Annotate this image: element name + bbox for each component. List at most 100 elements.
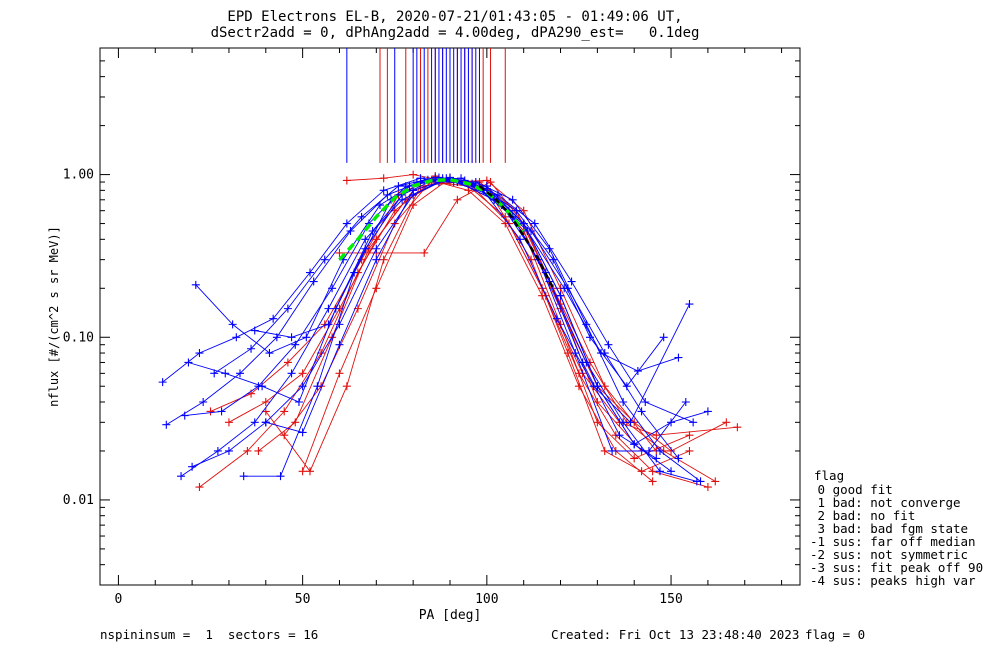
data-point-blue: [692, 477, 701, 486]
data-point-blue: [626, 418, 635, 427]
data-point-red: [453, 195, 462, 204]
data-point-blue: [346, 227, 355, 236]
fit-curve-green: [338, 177, 526, 261]
series-line-blue: [191, 177, 672, 472]
data-point-blue: [195, 349, 204, 358]
data-point-blue: [608, 446, 617, 455]
data-point-blue: [372, 244, 381, 253]
data-point-blue: [294, 397, 303, 406]
data-point-red: [538, 291, 547, 300]
data-point-red: [652, 431, 661, 440]
data-point-blue: [213, 446, 222, 455]
data-point-blue: [578, 358, 587, 367]
data-point-red: [648, 477, 657, 486]
data-point-blue: [656, 446, 664, 455]
data-point-blue: [191, 280, 200, 289]
data-point-blue: [372, 255, 381, 264]
data-point-blue: [199, 397, 208, 406]
data-point-blue: [659, 333, 668, 342]
data-point-blue: [210, 369, 219, 378]
data-point-blue: [667, 418, 676, 427]
data-point-red: [630, 454, 639, 463]
data-point-red: [206, 407, 215, 416]
legend-item: -4 sus: peaks high var: [810, 573, 976, 588]
data-point-blue: [519, 219, 528, 228]
data-point-blue: [604, 340, 613, 349]
data-point-red: [372, 284, 381, 293]
data-point-blue: [516, 235, 524, 244]
data-point-blue: [556, 291, 565, 300]
data-point-red: [261, 397, 270, 406]
series-line-blue: [195, 181, 679, 372]
data-point-red: [291, 418, 300, 427]
x-tick-label: 150: [659, 592, 682, 607]
x-axis-label: PA [deg]: [419, 608, 482, 623]
x-tick-label: 100: [475, 592, 498, 607]
data-point-blue: [361, 235, 370, 244]
footer-nspin: nspininsum = 1 sectors = 16: [100, 627, 319, 642]
data-point-blue: [320, 255, 329, 264]
data-point-red: [600, 382, 609, 391]
data-point-red: [298, 467, 307, 476]
data-point-red: [648, 467, 657, 476]
data-point-blue: [287, 333, 296, 342]
data-point-blue: [287, 369, 296, 378]
data-point-blue: [685, 300, 694, 309]
data-point-blue: [368, 227, 377, 236]
data-point-blue: [376, 201, 384, 210]
data-point-red: [224, 418, 233, 427]
data-point-blue: [357, 212, 366, 221]
data-point-blue: [302, 333, 311, 342]
legend-item: 1 bad: not converge: [810, 495, 961, 510]
data-point-blue: [674, 454, 683, 463]
data-point-red: [379, 255, 388, 264]
data-point-red: [711, 477, 720, 486]
data-point-red: [335, 248, 344, 257]
data-point-blue: [162, 420, 171, 429]
data-point-blue: [177, 472, 186, 481]
data-point-red: [685, 431, 694, 440]
data-point-blue: [622, 382, 631, 391]
data-point-blue: [188, 462, 197, 471]
data-point-red: [379, 174, 388, 183]
data-point-blue: [265, 349, 274, 358]
data-point-blue: [250, 326, 259, 335]
data-point-blue: [637, 407, 646, 416]
data-point-blue: [549, 255, 558, 264]
legend-item: 0 good fit: [810, 482, 893, 497]
data-point-red: [280, 431, 289, 440]
legend-item: 2 bad: no fit: [810, 508, 916, 523]
data-point-blue: [306, 268, 314, 277]
chart-title-line1: EPD Electrons EL-B, 2020-07-21/01:43:05 …: [227, 9, 683, 25]
data-point-red: [243, 446, 252, 455]
data-point-red: [703, 483, 712, 492]
series-line-red: [302, 177, 690, 472]
data-point-red: [733, 423, 742, 432]
data-point-red: [409, 201, 418, 210]
footer-flag: flag = 0: [805, 627, 866, 642]
data-point-blue: [508, 195, 517, 204]
data-point-red: [420, 248, 429, 257]
data-point-blue: [656, 467, 664, 476]
data-point-blue: [512, 206, 521, 215]
data-point-blue: [641, 397, 650, 406]
data-point-red: [409, 170, 418, 179]
fit-curve-black: [478, 185, 555, 289]
data-point-red: [306, 467, 314, 476]
data-point-red: [298, 369, 307, 378]
data-point-red: [722, 418, 731, 427]
data-point-blue: [361, 244, 370, 253]
data-point-red: [342, 382, 351, 391]
x-tick-label: 50: [295, 592, 311, 607]
y-tick-label: 0.01: [63, 493, 94, 508]
data-point-blue: [681, 397, 690, 406]
data-point-blue: [298, 428, 307, 437]
data-point-blue: [379, 186, 388, 195]
data-point-blue: [530, 219, 539, 228]
chart-title-line2: dSectr2add = 0, dPhAng2add = 4.00deg, dP…: [210, 25, 700, 41]
data-point-red: [390, 219, 399, 228]
data-point-red: [283, 358, 292, 367]
data-point-blue: [342, 219, 351, 228]
